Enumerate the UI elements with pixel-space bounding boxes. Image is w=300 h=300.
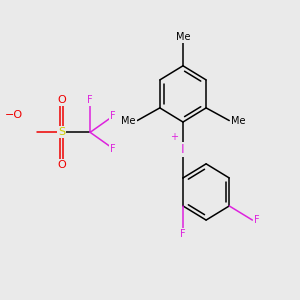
Text: F: F: [110, 111, 116, 121]
Text: O: O: [57, 95, 66, 105]
Text: F: F: [110, 143, 116, 154]
Text: −O: −O: [5, 110, 23, 120]
Text: F: F: [180, 229, 186, 239]
Text: S: S: [58, 127, 65, 137]
Text: +: +: [169, 132, 178, 142]
Text: Me: Me: [176, 32, 190, 42]
Text: I: I: [181, 143, 185, 157]
Text: Me: Me: [121, 116, 136, 126]
Text: O: O: [57, 160, 66, 170]
Text: F: F: [87, 95, 93, 105]
Text: F: F: [254, 215, 260, 225]
Text: Me: Me: [231, 116, 245, 126]
